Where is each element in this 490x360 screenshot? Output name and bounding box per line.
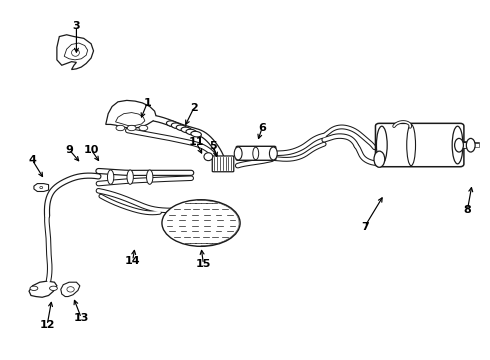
Ellipse shape bbox=[191, 131, 201, 137]
Text: 2: 2 bbox=[190, 103, 197, 113]
Polygon shape bbox=[29, 281, 57, 297]
FancyBboxPatch shape bbox=[212, 156, 234, 172]
Text: 5: 5 bbox=[209, 141, 217, 151]
Ellipse shape bbox=[30, 286, 38, 291]
Ellipse shape bbox=[270, 147, 277, 160]
Text: 12: 12 bbox=[39, 320, 55, 330]
Ellipse shape bbox=[127, 125, 136, 131]
Ellipse shape bbox=[116, 125, 125, 131]
Text: 9: 9 bbox=[65, 144, 73, 154]
Text: 1: 1 bbox=[144, 98, 151, 108]
Ellipse shape bbox=[172, 123, 182, 129]
Ellipse shape bbox=[455, 138, 464, 152]
Text: 3: 3 bbox=[73, 21, 80, 31]
Ellipse shape bbox=[452, 126, 463, 164]
FancyBboxPatch shape bbox=[375, 123, 464, 167]
Polygon shape bbox=[57, 35, 94, 69]
Ellipse shape bbox=[107, 170, 114, 184]
Ellipse shape bbox=[139, 125, 148, 131]
Ellipse shape bbox=[466, 138, 475, 152]
Ellipse shape bbox=[147, 170, 153, 184]
Text: 8: 8 bbox=[464, 206, 471, 216]
Text: 11: 11 bbox=[188, 138, 204, 147]
Ellipse shape bbox=[127, 170, 133, 184]
Polygon shape bbox=[61, 282, 80, 297]
Ellipse shape bbox=[186, 129, 196, 135]
Text: 13: 13 bbox=[74, 313, 89, 323]
Polygon shape bbox=[34, 184, 49, 192]
Ellipse shape bbox=[67, 287, 74, 292]
Text: 7: 7 bbox=[361, 222, 368, 231]
Ellipse shape bbox=[72, 49, 79, 56]
Text: 14: 14 bbox=[125, 256, 141, 266]
Ellipse shape bbox=[40, 186, 43, 189]
Text: 15: 15 bbox=[196, 259, 211, 269]
Ellipse shape bbox=[176, 125, 187, 131]
Ellipse shape bbox=[49, 286, 57, 291]
Polygon shape bbox=[116, 113, 145, 126]
Ellipse shape bbox=[374, 151, 385, 167]
Polygon shape bbox=[64, 43, 88, 60]
Ellipse shape bbox=[167, 121, 177, 126]
FancyBboxPatch shape bbox=[236, 146, 276, 160]
Ellipse shape bbox=[376, 126, 387, 164]
Ellipse shape bbox=[181, 127, 192, 133]
Text: 6: 6 bbox=[258, 123, 266, 133]
Ellipse shape bbox=[162, 200, 240, 246]
Polygon shape bbox=[106, 100, 156, 128]
Ellipse shape bbox=[234, 147, 242, 160]
Text: 10: 10 bbox=[83, 144, 99, 154]
Ellipse shape bbox=[204, 153, 213, 161]
Text: 4: 4 bbox=[28, 155, 36, 165]
